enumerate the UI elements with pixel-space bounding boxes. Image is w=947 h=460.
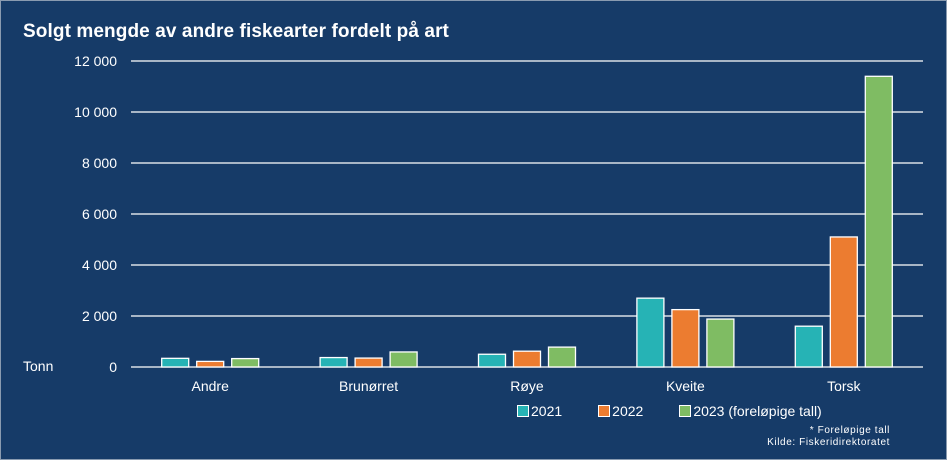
y-tick-label: 0 [109, 359, 117, 375]
legend-label-2021: 2021 [531, 403, 563, 419]
bar-2021-andre [161, 357, 190, 368]
legend-swatch-2022 [598, 405, 611, 417]
gridlines [131, 60, 923, 368]
bar-2023-torsk [864, 75, 893, 368]
bar-2023-røye [547, 346, 577, 368]
y-tick-label: 2 000 [82, 308, 117, 324]
legend: 2021 2022 2023 (foreløpige tall) [517, 402, 822, 420]
bar-2021-torsk [794, 325, 823, 368]
legend-item-2021: 2021 [517, 403, 562, 419]
legend-label-2022: 2022 [612, 403, 644, 419]
legend-swatch-2023 [679, 405, 692, 417]
y-tick-label: 8 000 [82, 155, 117, 171]
bar-2021-brunørret [319, 356, 348, 368]
bar-2022-røye [512, 350, 542, 368]
footnote: * Foreløpige tall [809, 425, 890, 436]
bar-2022-torsk [829, 236, 858, 368]
bars [161, 75, 893, 368]
x-category-label: Brunørret [339, 378, 398, 394]
bar-2023-andre [231, 357, 260, 368]
y-tick-label: 12 000 [74, 53, 117, 69]
x-category-label: Røye [510, 378, 544, 394]
source-note: Kilde: Fiskeridirektoratet [767, 437, 890, 448]
chart-notes: * Foreløpige tall Kilde: Fiskeridirektor… [767, 425, 890, 449]
y-tick-label: 10 000 [74, 104, 117, 120]
x-category-label: Kveite [666, 378, 705, 394]
chart-title: Solgt mengde av andre fiskearter fordelt… [23, 21, 449, 42]
x-category-label: Torsk [827, 378, 861, 394]
bar-2023-brunørret [389, 351, 418, 368]
legend-swatch-2021 [517, 405, 529, 417]
x-axis-categories: Andre Brunørret Røye Kveite Torsk [192, 378, 862, 394]
y-axis-ticks: 0 2 000 4 000 6 000 8 000 10 000 12 000 [74, 53, 117, 375]
bar-2022-brunørret [354, 357, 383, 368]
bar-2022-andre [196, 360, 225, 368]
legend-item-2023: 2023 (foreløpige tall) [679, 403, 822, 419]
bar-2023-kveite [706, 318, 735, 368]
bar-2021-røye [477, 353, 507, 368]
y-axis-unit-label: Tonn [23, 358, 53, 374]
y-tick-label: 4 000 [82, 257, 117, 273]
bar-2022-kveite [671, 308, 700, 368]
bar-2021-kveite [636, 297, 665, 368]
legend-label-2023: 2023 (foreløpige tall) [693, 403, 822, 419]
legend-item-2022: 2022 [598, 403, 643, 419]
x-category-label: Andre [192, 378, 230, 394]
y-tick-label: 6 000 [82, 206, 117, 222]
